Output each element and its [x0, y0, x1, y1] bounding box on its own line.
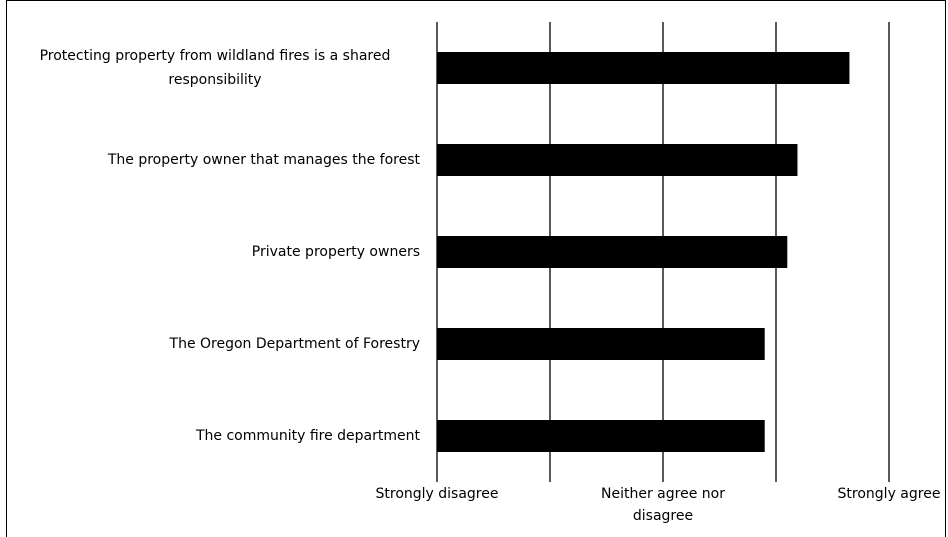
x-tick-label: Strongly disagree	[372, 483, 502, 505]
x-tick-label: Strongly agree	[824, 483, 948, 505]
bar	[437, 236, 788, 268]
x-tick-label-text: Strongly agree	[837, 486, 941, 502]
bar	[437, 144, 798, 176]
bar	[437, 328, 765, 360]
bar	[437, 52, 850, 84]
x-tick-label-text: Strongly disagree	[375, 486, 499, 502]
category-label-text: Private property owners	[251, 244, 420, 260]
category-label: The property owner that manages the fore…	[108, 148, 420, 172]
category-label-text: The community fire department	[195, 428, 420, 444]
category-label: Private property owners	[252, 240, 420, 264]
x-tick-label: Neither agree nor disagree	[598, 483, 728, 527]
frame	[6, 0, 946, 537]
category-label: The Oregon Department of Forestry	[170, 332, 420, 356]
x-tick-label-text: Neither agree nor disagree	[601, 486, 725, 524]
category-label: Protecting property from wildland fires …	[10, 44, 420, 92]
bar	[437, 420, 765, 452]
category-label-text: The property owner that manages the fore…	[107, 152, 420, 168]
category-label: The community fire department	[196, 424, 420, 448]
category-label-text: The Oregon Department of Forestry	[169, 336, 420, 352]
category-label-text: Protecting property from wildland fires …	[39, 48, 391, 88]
